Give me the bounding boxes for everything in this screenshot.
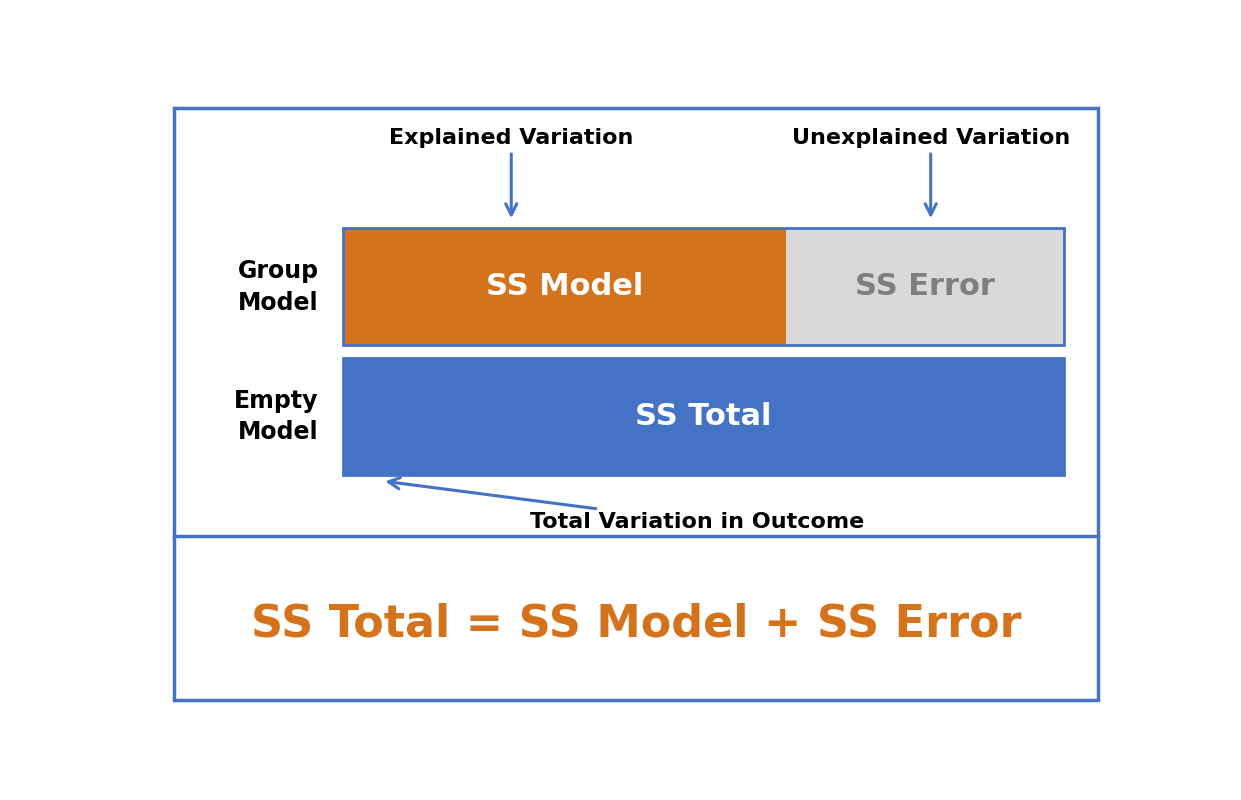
Text: SS Total = SS Model + SS Error: SS Total = SS Model + SS Error <box>251 602 1021 646</box>
Text: Total Variation in Outcome: Total Variation in Outcome <box>388 478 865 532</box>
Text: SS Error: SS Error <box>855 273 995 302</box>
Text: Empty
Model: Empty Model <box>235 389 319 444</box>
Bar <box>343 229 787 346</box>
Text: Group
Model: Group Model <box>237 259 319 314</box>
Text: Explained Variation: Explained Variation <box>390 128 633 215</box>
Text: Unexplained Variation: Unexplained Variation <box>792 128 1070 215</box>
Bar <box>343 358 1064 475</box>
Bar <box>343 358 1064 475</box>
Bar <box>787 229 1064 346</box>
Bar <box>343 229 1064 346</box>
Text: SS Total: SS Total <box>635 402 772 431</box>
Text: SS Model: SS Model <box>485 273 643 302</box>
